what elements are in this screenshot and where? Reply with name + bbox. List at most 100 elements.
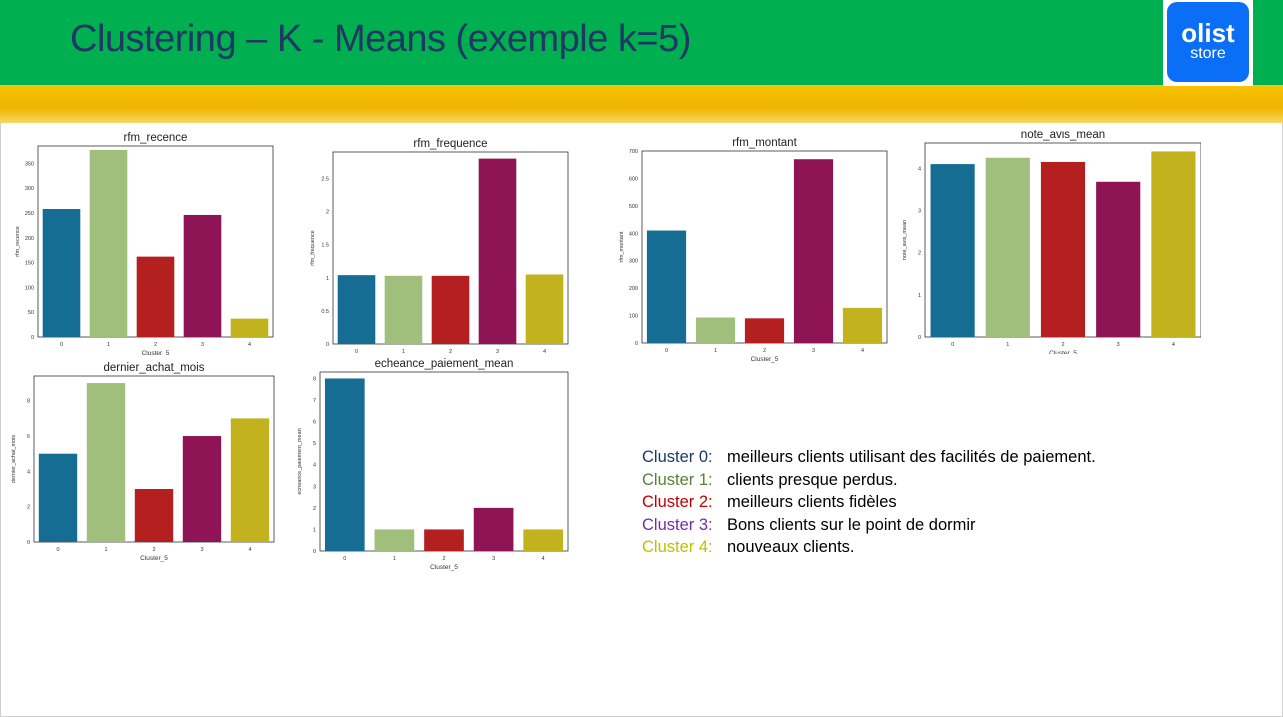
y-tick-label: 1 [326,276,329,282]
bar-cluster-3 [478,158,517,344]
y-tick-label: 3 [313,484,316,490]
x-tick-label: 3 [201,342,204,348]
chart-rfm-recence: rfm_recence 0 1 2 3 4 0 50 100 150 200 250 300 350 Clu… [8,128,278,356]
y-tick-label: 1 [313,527,316,533]
bar-cluster-2 [136,256,175,337]
legend-row: Cluster 2: meilleurs clients fidèles [642,491,1096,514]
chart-svg: rfm_montant 0 1 2 3 4 0 100 200 300 400 500 600 700 Cl… [619,137,888,363]
y-axis-label: rfm_recence [15,226,21,257]
legend-desc: nouveaux clients. [727,538,855,557]
x-axis-label: Cluster_5 [430,564,458,571]
y-tick-label: 0.5 [321,309,329,315]
bar-cluster-0 [646,230,687,343]
legend-row: Cluster 0: meilleurs clients utilisant de… [642,446,1096,469]
bar-cluster-1 [89,149,128,337]
x-tick-label: 2 [1061,342,1064,348]
x-tick-label: 4 [248,547,251,553]
page-title: Clustering – K - Means (exemple k=5) [70,18,691,60]
y-tick-label: 400 [629,231,638,237]
legend-desc: Bons clients sur le point de dormir [727,515,976,534]
bar-cluster-2 [744,318,785,343]
bar-cluster-0 [337,275,376,344]
x-tick-label: 4 [1172,342,1175,348]
x-tick-label: 0 [60,342,63,348]
x-tick-label: 1 [107,342,110,348]
legend-key: Cluster 2: [642,493,713,512]
y-tick-label: 0 [918,335,921,341]
bar-cluster-1 [695,317,736,343]
bar-cluster-1 [384,275,423,344]
y-tick-label: 0 [635,341,638,347]
x-tick-label: 3 [812,348,815,354]
bar-cluster-0 [930,164,975,337]
y-tick-label: 4 [313,463,316,469]
y-tick-label: 2 [27,505,30,511]
x-axis-label: Cluster_5 [1049,350,1077,354]
chart-svg: dernier_achat_mois 0 1 2 3 4 0 2 4 6 8 Cluster_5 der… [11,362,275,562]
y-tick-label: 2 [918,251,921,257]
x-tick-label: 2 [442,556,445,562]
bar-cluster-3 [793,159,834,343]
y-tick-label: 2 [313,506,316,512]
legend-desc: clients presque perdus. [727,470,898,489]
chart-echeance-paiement-mean: echeance_paiement_mean 0 1 2 3 4 0 1 2 3 4 5 6 7 8 Clus… [298,356,570,572]
y-tick-label: 5 [313,441,316,447]
chart-title: rfm_recence [124,132,188,144]
y-tick-label: 2 [326,210,329,216]
olist-logo: olist store [1163,0,1253,86]
x-axis-label: Cluster_5 [751,356,779,363]
x-tick-label: 4 [861,348,864,354]
chart-svg: rfm_frequence 0 1 2 3 4 0 0.5 1 1.5 2 2.5 rfm_freque… [310,138,569,355]
bar-cluster-2 [431,275,470,344]
bar-cluster-3 [473,507,514,551]
y-tick-label: 500 [629,204,638,210]
y-tick-label: 0 [326,342,329,348]
x-tick-label: 1 [1006,342,1009,348]
x-tick-label: 1 [402,349,405,355]
legend-desc: meilleurs clients utilisant des facilité… [727,448,1096,466]
x-tick-label: 3 [492,556,495,562]
y-tick-label: 1.5 [321,243,329,249]
y-tick-label: 700 [629,149,638,155]
bar-cluster-1 [985,157,1030,337]
y-tick-label: 0 [31,335,34,341]
y-axis-label: rfm_montant [619,231,625,262]
x-tick-label: 2 [152,547,155,553]
x-tick-label: 3 [200,547,203,553]
y-tick-label: 4 [918,166,921,172]
y-tick-label: 600 [629,176,638,182]
legend-key: Cluster 0: [642,448,713,466]
legend-key: Cluster 3: [642,515,713,534]
y-tick-label: 6 [27,434,30,440]
chart-title: dernier_achat_mois [103,362,204,374]
chart-title: note_avis_mean [1021,130,1105,141]
y-tick-label: 4 [27,469,30,475]
x-tick-label: 0 [665,348,668,354]
bar-cluster-2 [1040,161,1086,337]
chart-svg: note_avis_mean 0 1 2 3 4 0 1 2 3 4 Cluster_5 note_av… [903,130,1201,354]
bar-cluster-4 [523,529,564,551]
bar-cluster-2 [134,489,174,542]
bar-cluster-3 [1096,181,1141,337]
bar-cluster-3 [182,436,222,542]
y-tick-label: 200 [25,236,34,242]
x-tick-label: 0 [355,349,358,355]
logo-name: olist [1181,18,1235,48]
y-tick-label: 3 [918,208,921,214]
y-tick-label: 300 [25,186,34,192]
cluster-legend: Cluster 0: meilleurs clients utilisant de… [642,446,1096,559]
chart-title: echeance_paiement_mean [375,358,514,370]
y-tick-label: 8 [313,376,316,382]
y-axis-label: rfm_frequence [310,230,316,265]
chart-svg: rfm_recence 0 1 2 3 4 0 50 100 150 200 250 300 350 Clu… [15,132,274,356]
bar-cluster-4 [230,318,269,337]
chart-note-avis-mean: note_avis_mean 0 1 2 3 4 0 1 2 3 4 Cluster_5 note_av… [903,130,1201,354]
x-tick-label: 0 [343,556,346,562]
chart-title: rfm_montant [732,137,797,149]
x-tick-label: 1 [393,556,396,562]
bar-cluster-0 [38,453,78,542]
bar-cluster-4 [525,274,564,344]
legend-desc: meilleurs clients fidèles [727,493,897,512]
y-tick-label: 100 [25,285,34,291]
chart-svg: echeance_paiement_mean 0 1 2 3 4 0 1 2 3 4 5 6 7 8 Clus… [298,358,569,571]
